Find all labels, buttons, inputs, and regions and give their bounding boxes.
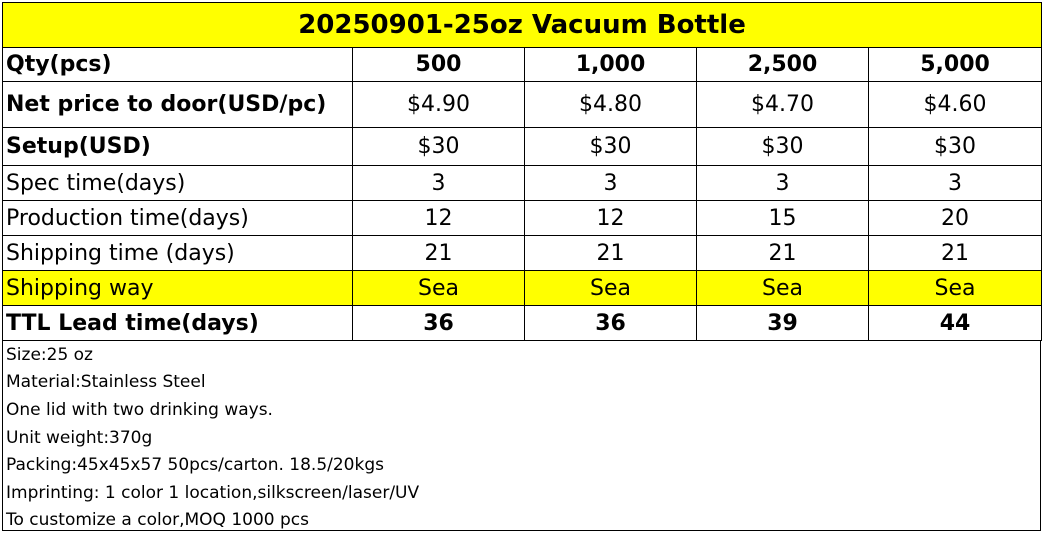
note-material: Material:Stainless Steel bbox=[6, 372, 206, 392]
production-time-cell: 12 bbox=[524, 200, 697, 236]
spec-time-cell: 3 bbox=[352, 165, 525, 201]
production-time-cell: 12 bbox=[352, 200, 525, 236]
ttl-lead-time-cell: 36 bbox=[352, 305, 525, 341]
net-price-cell: $4.70 bbox=[696, 81, 869, 128]
net-price-cell: $4.80 bbox=[524, 81, 697, 128]
qty-row: Qty(pcs) 500 1,000 2,500 5,000 bbox=[2, 47, 1043, 82]
note-imprinting: Imprinting: 1 color 1 location,silkscree… bbox=[6, 483, 420, 503]
shipping-way-cell: Sea bbox=[524, 270, 697, 306]
shipping-way-cell: Sea bbox=[696, 270, 869, 306]
net-price-row: Net price to door(USD/pc) $4.90 $4.80 $4… bbox=[2, 81, 1043, 128]
production-time-row: Production time(days) 12 12 15 20 bbox=[2, 200, 1043, 236]
production-time-cell: 20 bbox=[867, 200, 1043, 236]
shipping-time-cell: 21 bbox=[352, 235, 525, 271]
ttl-lead-time-cell: 36 bbox=[524, 305, 697, 341]
shipping-way-row: Shipping way Sea Sea Sea Sea bbox=[2, 270, 1043, 306]
shipping-way-cell: Sea bbox=[867, 270, 1043, 306]
ttl-lead-time-cell: 44 bbox=[867, 305, 1043, 341]
shipping-time-cell: 21 bbox=[867, 235, 1043, 271]
production-time-cell: 15 bbox=[696, 200, 869, 236]
setup-cell: $30 bbox=[524, 127, 697, 166]
setup-cell: $30 bbox=[352, 127, 525, 166]
spec-time-label: Spec time(days) bbox=[2, 165, 353, 201]
note-unit-weight: Unit weight:370g bbox=[6, 428, 153, 448]
shipping-time-row: Shipping time (days) 21 21 21 21 bbox=[2, 235, 1043, 271]
spec-time-cell: 3 bbox=[867, 165, 1043, 201]
shipping-way-label: Shipping way bbox=[2, 270, 353, 306]
note-size: Size:25 oz bbox=[6, 345, 93, 365]
ttl-lead-time-label: TTL Lead time(days) bbox=[2, 305, 353, 341]
ttl-lead-time-cell: 39 bbox=[696, 305, 869, 341]
spec-time-cell: 3 bbox=[524, 165, 697, 201]
note-packing: Packing:45x45x57 50pcs/carton. 18.5/20kg… bbox=[6, 455, 384, 475]
setup-cell: $30 bbox=[867, 127, 1043, 166]
shipping-way-cell: Sea bbox=[352, 270, 525, 306]
spec-time-cell: 3 bbox=[696, 165, 869, 201]
qty-cell: 2,500 bbox=[696, 47, 869, 82]
price-table: 20250901-25oz Vacuum Bottle Qty(pcs) 500… bbox=[1, 2, 1043, 341]
net-price-cell: $4.60 bbox=[867, 81, 1043, 128]
setup-label: Setup(USD) bbox=[2, 127, 353, 166]
shipping-time-cell: 21 bbox=[524, 235, 697, 271]
setup-row: Setup(USD) $30 $30 $30 $30 bbox=[2, 127, 1043, 166]
spec-time-row: Spec time(days) 3 3 3 3 bbox=[2, 165, 1043, 201]
setup-cell: $30 bbox=[696, 127, 869, 166]
title-row: 20250901-25oz Vacuum Bottle bbox=[1, 2, 1043, 48]
note-lid: One lid with two drinking ways. bbox=[6, 400, 273, 420]
product-notes: Size:25 oz Material:Stainless Steel One … bbox=[2, 341, 1041, 531]
net-price-label: Net price to door(USD/pc) bbox=[2, 81, 353, 128]
ttl-lead-time-row: TTL Lead time(days) 36 36 39 44 bbox=[2, 305, 1043, 341]
shipping-time-cell: 21 bbox=[696, 235, 869, 271]
qty-cell: 5,000 bbox=[867, 47, 1043, 82]
table-title: 20250901-25oz Vacuum Bottle bbox=[1, 2, 1043, 48]
shipping-time-label: Shipping time (days) bbox=[2, 235, 353, 271]
qty-cell: 1,000 bbox=[524, 47, 697, 82]
note-customize: To customize a color,MOQ 1000 pcs bbox=[6, 510, 309, 530]
qty-label: Qty(pcs) bbox=[2, 47, 353, 82]
net-price-cell: $4.90 bbox=[352, 81, 525, 128]
production-time-label: Production time(days) bbox=[2, 200, 353, 236]
qty-cell: 500 bbox=[352, 47, 525, 82]
